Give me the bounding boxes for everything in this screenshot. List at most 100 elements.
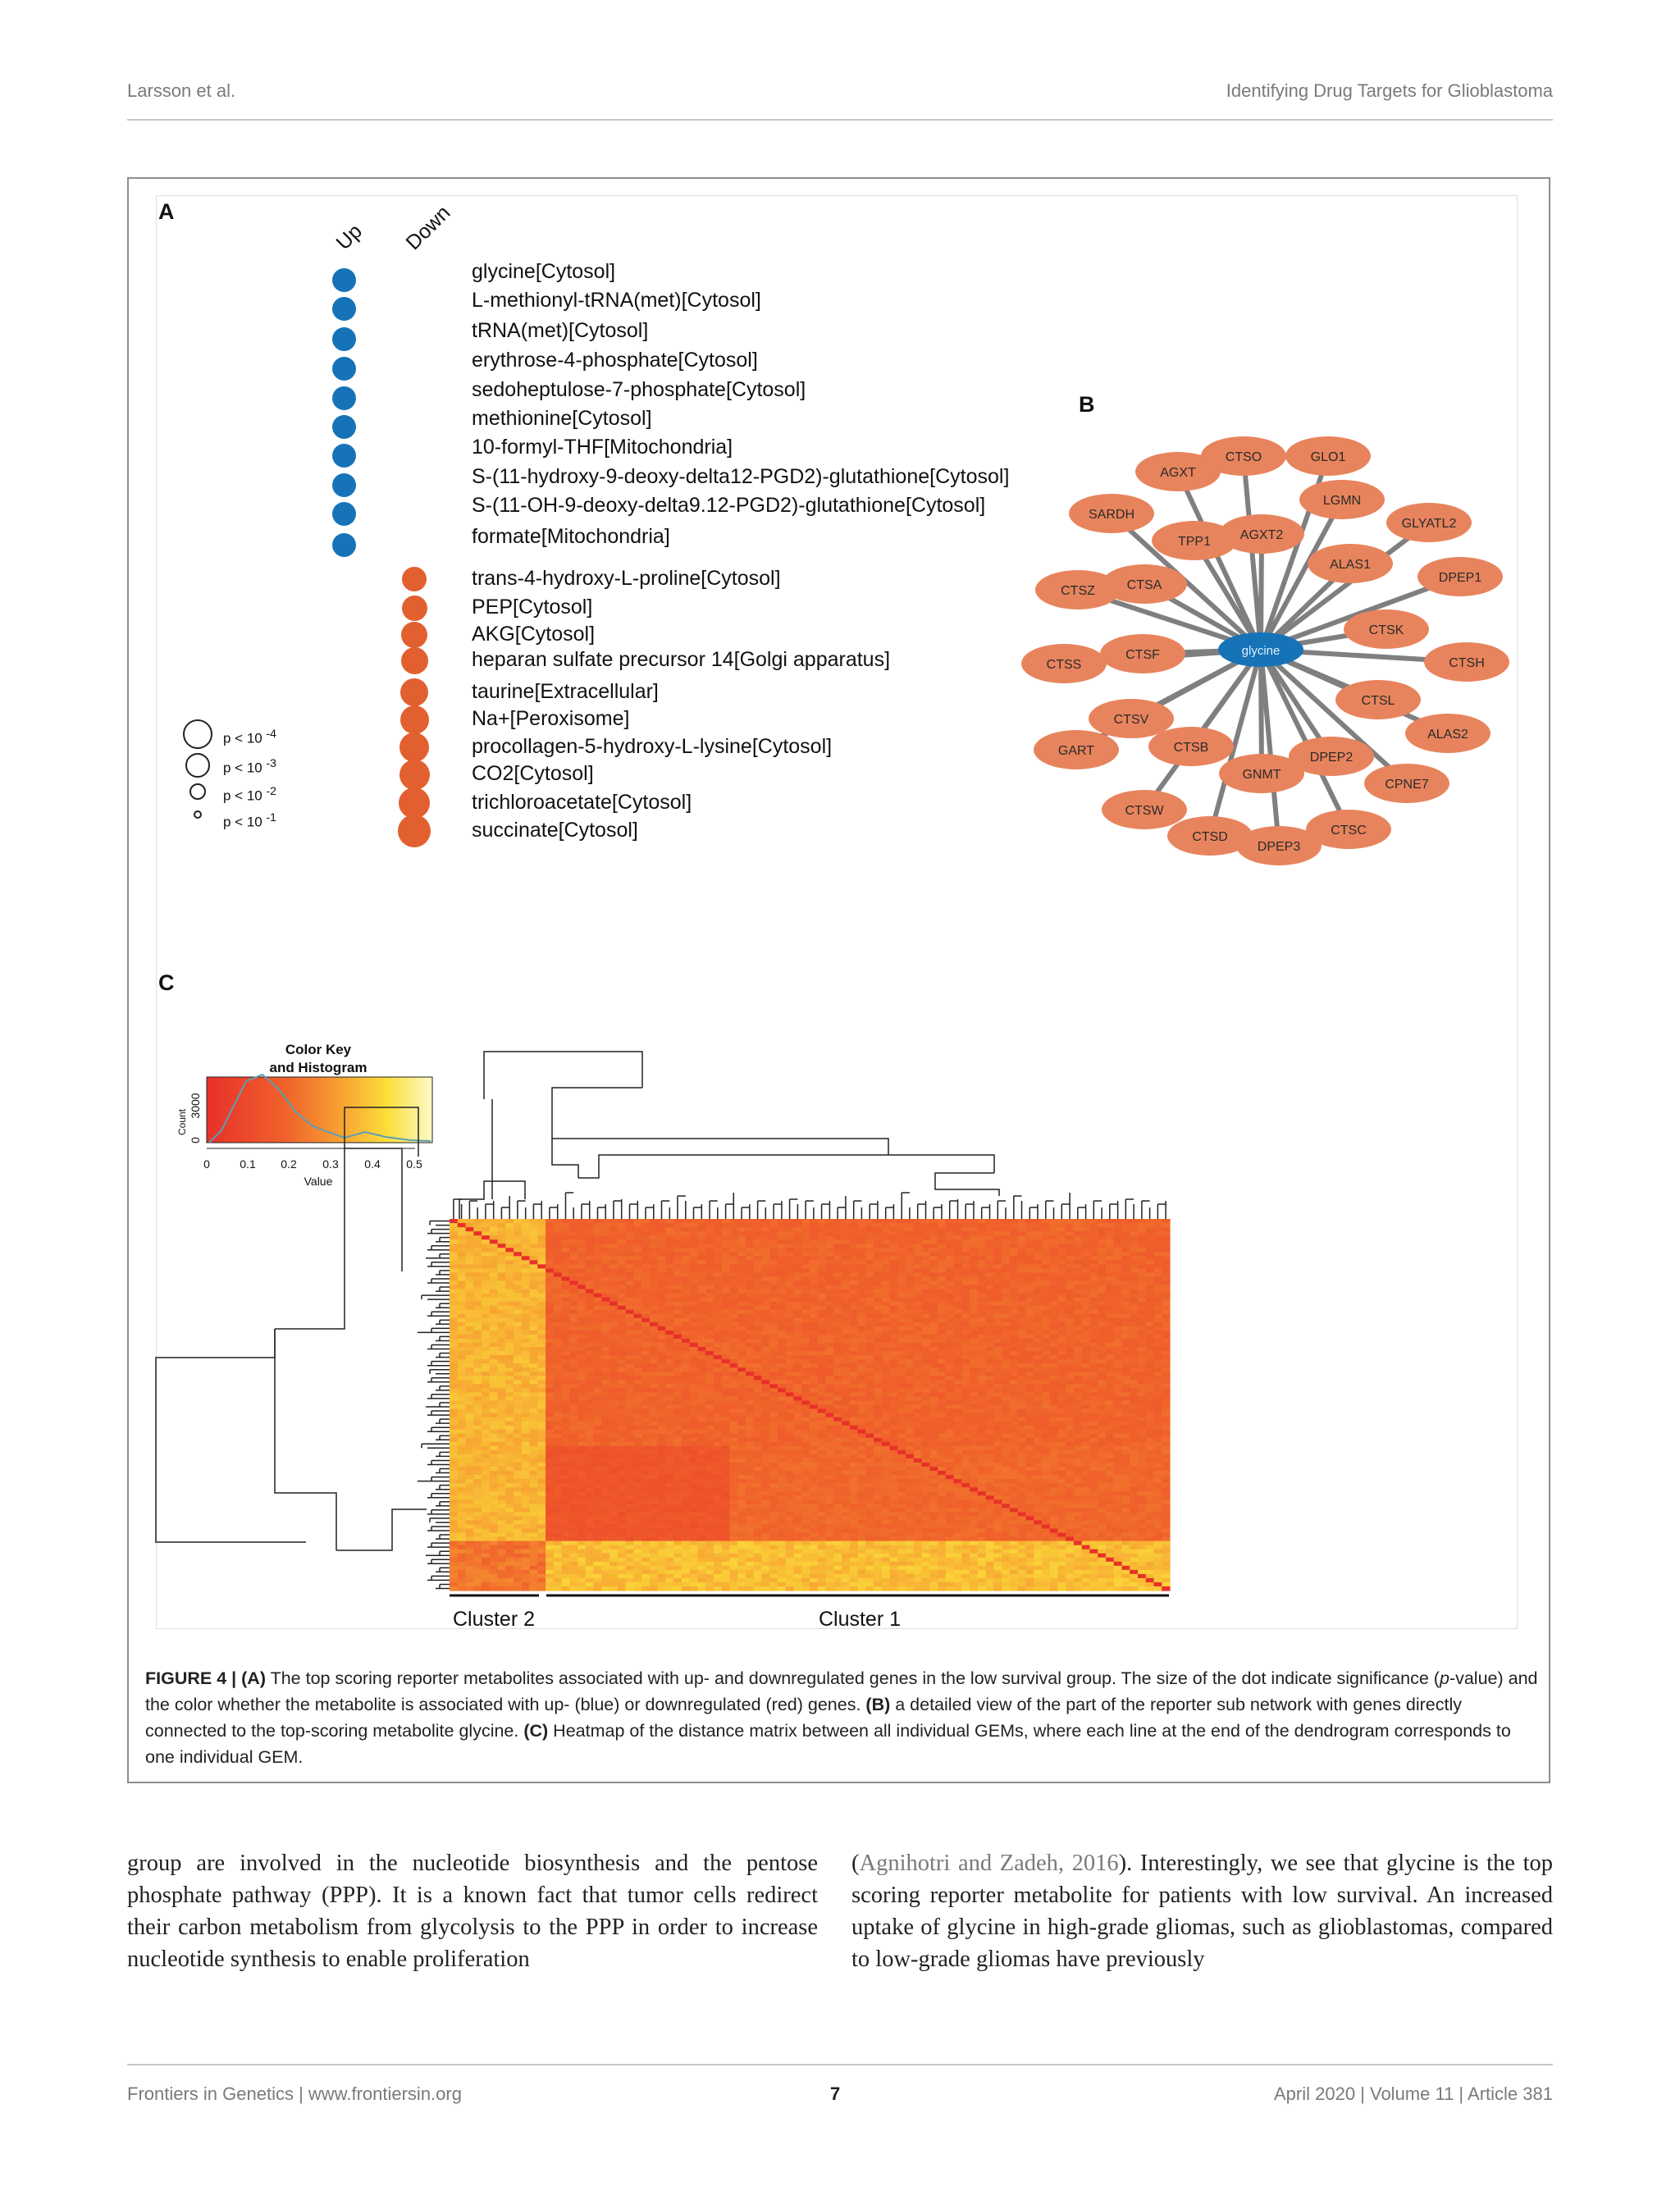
gene-node-label: CTSF <box>1125 648 1160 662</box>
heatmap-cell <box>514 1239 523 1244</box>
heatmap-cell <box>1066 1355 1075 1360</box>
legend-label-4: p < 10 -1 <box>223 810 276 830</box>
heatmap-cell <box>1098 1297 1107 1303</box>
heatmap-cell <box>1009 1256 1019 1261</box>
heatmap-cell <box>865 1276 874 1282</box>
heatmap-cell <box>697 1231 706 1236</box>
heatmap-cell <box>729 1376 738 1381</box>
heatmap-cell <box>681 1313 691 1319</box>
heatmap-cell <box>721 1363 731 1368</box>
heatmap-cell <box>1105 1384 1115 1389</box>
heatmap-cell <box>569 1280 578 1286</box>
heatmap-cell <box>673 1301 682 1307</box>
heatmap-cell <box>801 1293 810 1299</box>
up-metabolite-label: 10-formyl-THF[Mitochondria] <box>472 436 733 459</box>
heatmap-cell <box>497 1252 506 1257</box>
heatmap-cell <box>489 1338 499 1344</box>
heatmap-cell <box>801 1355 810 1360</box>
heatmap-cell <box>881 1355 891 1360</box>
heatmap-cell <box>1017 1384 1026 1389</box>
heatmap-cell <box>737 1355 746 1360</box>
heatmap-cell <box>777 1343 787 1348</box>
down-metabolite-dot <box>401 595 427 621</box>
heatmap-cell <box>649 1285 659 1290</box>
heatmap-cell <box>793 1260 802 1265</box>
heatmap-cell <box>961 1276 970 1282</box>
heatmap-cell <box>1145 1297 1155 1303</box>
heatmap-cell <box>1137 1227 1147 1232</box>
heatmap-cell <box>1034 1421 1043 1426</box>
heatmap-cell <box>473 1317 482 1323</box>
heatmap-cell <box>1113 1338 1123 1344</box>
heatmap-cell <box>553 1363 563 1368</box>
heatmap-cell <box>641 1338 651 1344</box>
heatmap-cell <box>1137 1421 1147 1426</box>
heatmap-cell <box>665 1321 674 1327</box>
heatmap-cell <box>633 1413 642 1418</box>
heatmap-cell <box>857 1305 866 1311</box>
heatmap-cell <box>833 1380 842 1385</box>
heatmap-cell <box>953 1264 962 1269</box>
heatmap-cell <box>657 1297 666 1303</box>
heatmap-cell <box>625 1289 634 1294</box>
heatmap-cell <box>617 1384 627 1389</box>
heatmap-cell <box>578 1367 587 1372</box>
heatmap-cell <box>553 1313 563 1319</box>
heatmap-cell <box>489 1252 499 1257</box>
heatmap-cell <box>1105 1421 1115 1426</box>
heatmap-cell <box>793 1330 802 1335</box>
heatmap-cell <box>889 1388 898 1393</box>
heatmap-cell <box>921 1256 930 1261</box>
heatmap-cell <box>1041 1219 1051 1224</box>
heatmap-cell <box>633 1293 642 1299</box>
heatmap-cell <box>529 1326 538 1331</box>
heatmap-cell <box>497 1305 506 1311</box>
heatmap-cell <box>1145 1219 1155 1224</box>
heatmap-cell <box>705 1347 714 1352</box>
heatmap-cell <box>785 1248 795 1253</box>
heatmap-cell <box>625 1248 634 1253</box>
heatmap-cell <box>649 1400 659 1406</box>
heatmap-cell <box>970 1413 979 1418</box>
heatmap-cell <box>993 1347 1002 1352</box>
heatmap-cell <box>833 1239 842 1244</box>
color-key-xtick: 0.2 <box>281 1157 297 1171</box>
heatmap-cell <box>1034 1376 1043 1381</box>
heatmap-cell <box>705 1400 714 1406</box>
heatmap-cell <box>785 1367 795 1372</box>
heatmap-cell <box>889 1313 898 1319</box>
heatmap-cell <box>1025 1248 1034 1253</box>
heatmap-cell <box>465 1309 474 1315</box>
heatmap-cell <box>977 1355 987 1360</box>
heatmap-cell <box>842 1293 851 1299</box>
heatmap-cell <box>529 1260 538 1265</box>
heatmap-cell <box>1081 1396 1091 1402</box>
heatmap-cell <box>537 1334 546 1340</box>
heatmap-cell <box>1081 1367 1091 1372</box>
heatmap-cell <box>953 1372 962 1376</box>
heatmap-cell <box>489 1334 499 1340</box>
heatmap-cell <box>593 1425 602 1431</box>
heatmap-cell <box>849 1396 859 1402</box>
heatmap-cell <box>810 1260 819 1265</box>
heatmap-cell <box>649 1223 659 1228</box>
heatmap-cell <box>505 1347 514 1352</box>
heatmap-cell <box>825 1301 834 1307</box>
heatmap-cell <box>793 1413 802 1418</box>
heatmap-cell <box>625 1384 634 1389</box>
heatmap-cell <box>745 1264 755 1269</box>
gene-node-label: DPEP3 <box>1258 840 1301 854</box>
heatmap-cell <box>601 1363 610 1368</box>
heatmap-cell <box>857 1400 866 1406</box>
heatmap-cell <box>465 1244 474 1248</box>
dendrogram-branch <box>274 1329 337 1550</box>
heatmap-cell <box>929 1396 938 1402</box>
heatmap-cell <box>865 1252 874 1257</box>
heatmap-cell <box>465 1252 474 1257</box>
down-metabolite-dot <box>399 787 430 819</box>
heatmap-cell <box>1121 1313 1130 1319</box>
heatmap-cell <box>1113 1347 1123 1352</box>
heatmap-cell <box>569 1276 578 1282</box>
heatmap-cell <box>641 1396 651 1402</box>
heatmap-cell <box>1121 1219 1130 1224</box>
